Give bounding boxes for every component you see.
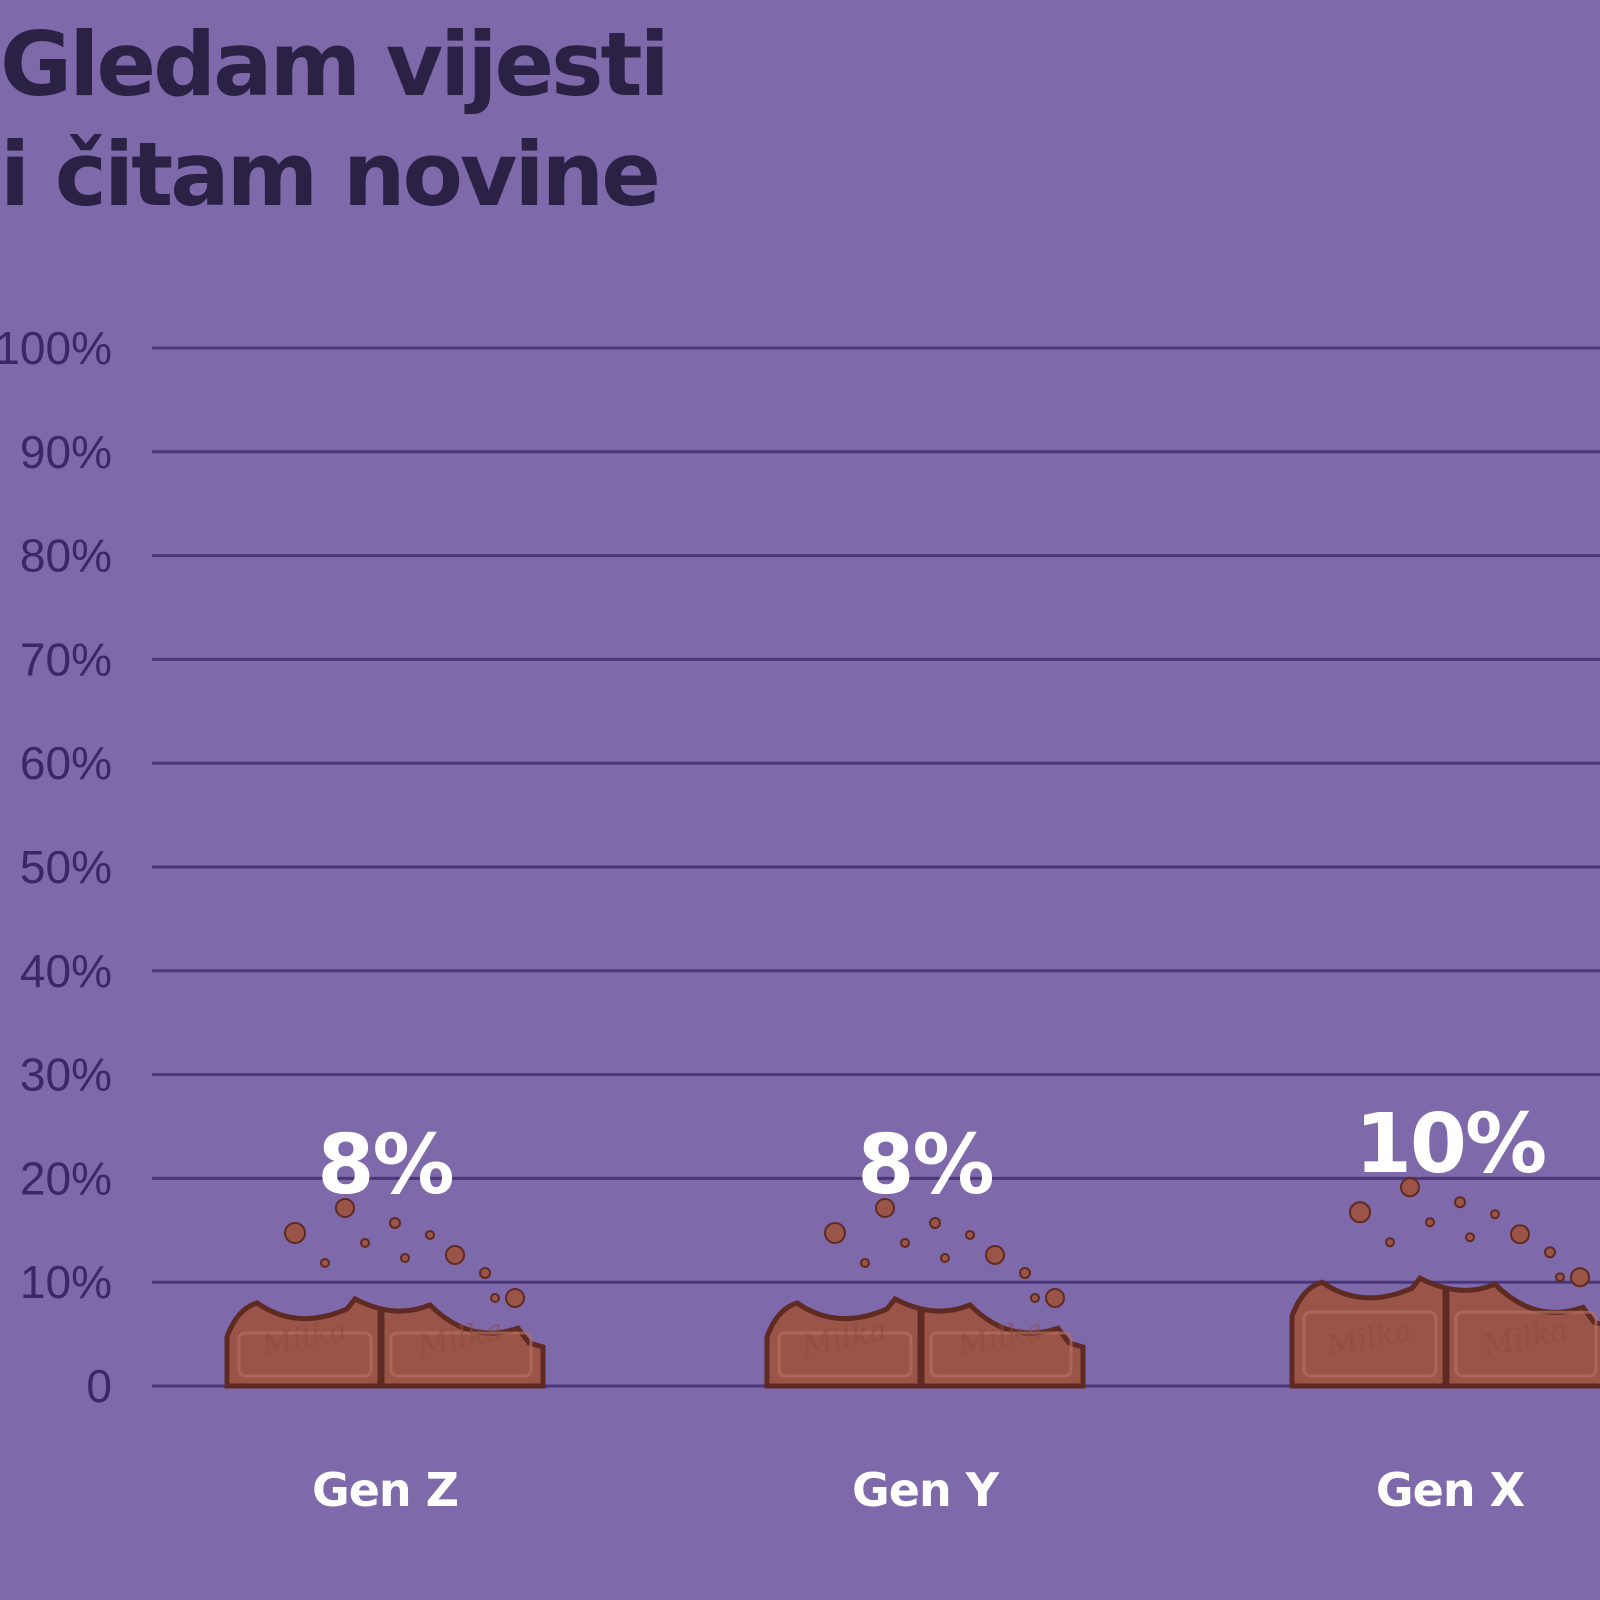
crumb	[875, 1197, 895, 1218]
bar-gen-x: Milka Milka	[1289, 1177, 1600, 1389]
crumb	[425, 1229, 435, 1240]
bar-gen-y: Milka Milka	[764, 1197, 1086, 1389]
y-tick-label-100: 100%	[0, 322, 112, 374]
crumb	[1349, 1201, 1371, 1224]
labels: 8% Gen Z 8% Gen Y 10% Gen X	[312, 1097, 1547, 1517]
crumb	[1544, 1246, 1556, 1259]
piece-bevel	[929, 1331, 1073, 1378]
crumb	[1570, 1267, 1590, 1288]
crumb	[1555, 1272, 1565, 1283]
crumb	[1400, 1177, 1420, 1198]
chart-title-line-2: i čitam novine	[0, 123, 661, 226]
chart-title-line-1: Gledam vijesti	[0, 13, 670, 116]
piece-bevel	[237, 1331, 373, 1378]
crumb	[284, 1221, 306, 1244]
crumb	[900, 1237, 910, 1248]
y-tick-label-40: 40%	[20, 945, 112, 997]
y-tick-label-70: 70%	[20, 633, 112, 685]
crumb	[1045, 1287, 1065, 1308]
crumb	[490, 1292, 500, 1303]
y-tick-label-60: 60%	[20, 737, 112, 789]
y-tick-label-50: 50%	[20, 841, 112, 893]
crumb	[400, 1252, 410, 1263]
piece-bevel	[777, 1331, 913, 1378]
piece-bevel	[1454, 1310, 1598, 1378]
gridlines	[152, 346, 1600, 1388]
crumb	[360, 1237, 370, 1248]
crumb	[505, 1287, 525, 1308]
bars: Milka Milka Milka Milka Milka Milka	[224, 1177, 1600, 1389]
crumb	[1019, 1266, 1031, 1279]
value-label-0: 8%	[317, 1118, 452, 1213]
crumb	[1385, 1237, 1395, 1248]
y-tick-label-10: 10%	[20, 1256, 112, 1308]
crumb	[389, 1216, 401, 1229]
crumb	[1490, 1209, 1500, 1220]
crumb	[445, 1244, 465, 1265]
crumb	[940, 1252, 950, 1263]
crumb	[335, 1197, 355, 1218]
crumb	[1465, 1232, 1475, 1243]
crumb	[860, 1257, 870, 1268]
crumb	[1425, 1217, 1435, 1228]
y-tick-label-30: 30%	[20, 1049, 112, 1101]
chart-title: Gledam vijesti i čitam novine	[0, 10, 670, 230]
crumb	[929, 1216, 941, 1229]
category-label-0: Gen Z	[312, 1463, 458, 1517]
crumb	[320, 1257, 330, 1268]
y-tick-label-90: 90%	[20, 426, 112, 478]
y-tick-label-0: 0	[86, 1360, 112, 1412]
crumb	[479, 1266, 491, 1279]
category-label-1: Gen Y	[852, 1463, 1000, 1517]
bar-gen-z: Milka Milka	[224, 1197, 546, 1389]
crumb	[985, 1244, 1005, 1265]
piece-bevel	[1302, 1310, 1438, 1378]
y-tick-label-80: 80%	[20, 530, 112, 582]
y-tick-label-20: 20%	[20, 1152, 112, 1204]
crumb	[1030, 1292, 1040, 1303]
value-label-2: 10%	[1355, 1097, 1545, 1192]
y-axis-ticks: 0 10% 20% 30% 40% 50% 60% 70% 80% 90% 100%	[0, 322, 112, 1412]
piece-bevel	[389, 1331, 533, 1378]
crumb	[824, 1221, 846, 1244]
crumb	[1510, 1224, 1530, 1245]
category-label-2: Gen X	[1376, 1463, 1525, 1517]
crumb	[965, 1229, 975, 1240]
value-label-1: 8%	[857, 1118, 992, 1213]
crumb	[1454, 1196, 1466, 1209]
